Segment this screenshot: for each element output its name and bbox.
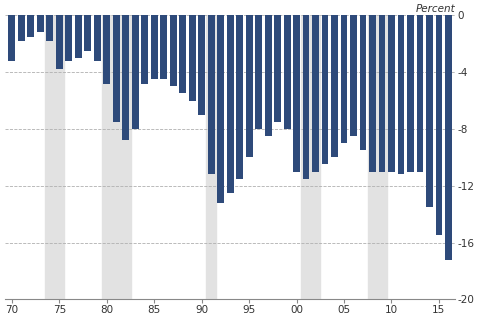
Bar <box>274 15 281 122</box>
Bar <box>388 15 395 172</box>
Bar <box>75 15 82 58</box>
Bar <box>37 15 44 33</box>
Bar <box>435 15 442 235</box>
Bar <box>246 15 252 157</box>
Bar <box>284 15 290 129</box>
Bar <box>368 15 387 299</box>
Bar <box>160 15 167 79</box>
Bar <box>236 15 243 179</box>
Bar <box>84 15 91 51</box>
Bar <box>141 15 148 84</box>
Bar <box>255 15 262 129</box>
Bar <box>102 15 130 299</box>
Bar <box>56 15 63 69</box>
Bar <box>341 15 347 143</box>
Bar <box>312 15 319 172</box>
Bar <box>103 15 110 84</box>
Bar <box>417 15 423 172</box>
Bar <box>113 15 120 122</box>
Bar <box>369 15 376 172</box>
Bar <box>265 15 272 136</box>
Bar <box>179 15 186 93</box>
Bar <box>378 15 386 172</box>
Bar <box>198 15 205 115</box>
Bar <box>206 15 216 299</box>
Bar <box>132 15 139 129</box>
Bar <box>426 15 433 207</box>
Bar <box>321 15 329 164</box>
Bar <box>303 15 309 179</box>
Bar <box>46 15 53 41</box>
Bar <box>27 15 34 37</box>
Bar <box>151 15 158 79</box>
Bar <box>331 15 338 157</box>
Bar <box>398 15 404 174</box>
Bar <box>208 15 215 174</box>
Bar <box>94 15 101 61</box>
Bar <box>122 15 129 140</box>
Bar <box>407 15 414 172</box>
Bar <box>227 15 234 193</box>
Bar <box>9 15 15 61</box>
Bar <box>18 15 25 41</box>
Bar <box>301 15 320 299</box>
Bar <box>293 15 300 172</box>
Bar <box>217 15 224 203</box>
Text: Percent: Percent <box>415 4 455 14</box>
Bar <box>189 15 195 100</box>
Bar <box>170 15 177 86</box>
Bar <box>66 15 72 61</box>
Bar <box>350 15 357 136</box>
Bar <box>360 15 366 150</box>
Bar <box>45 15 64 299</box>
Bar <box>445 15 452 260</box>
